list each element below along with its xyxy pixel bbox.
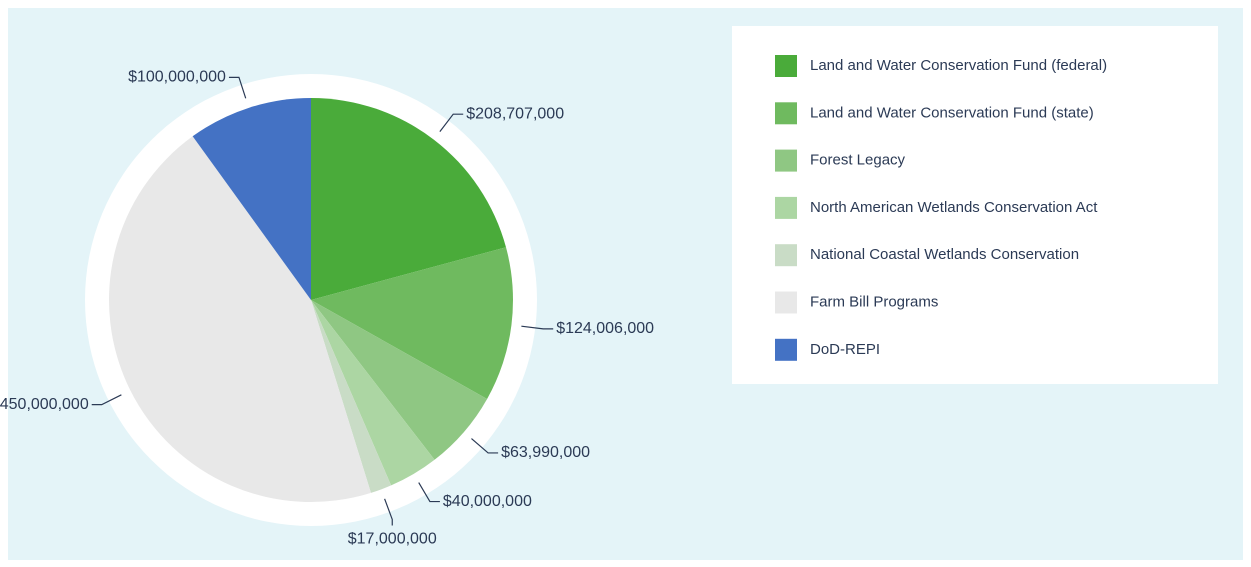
data-label: $124,006,000 [556,320,654,337]
legend-label: Farm Bill Programs [810,293,938,310]
leader-line [521,325,554,330]
pie-slice [311,247,513,399]
data-label: $450,000,000 [0,396,89,413]
pie-slice [192,98,311,300]
legend-swatch [775,291,797,314]
leader-line [418,482,440,503]
data-label: $17,000,000 [348,531,437,548]
data-label: $40,000,000 [443,493,532,510]
legend-swatch [775,149,797,172]
legend-swatch [775,55,797,77]
legend-swatch [775,196,797,219]
legend-box [732,26,1218,384]
legend-swatch [775,102,797,125]
data-label: $100,000,000 [128,69,226,86]
pie-slice [311,300,488,460]
pie-slice [109,136,371,502]
leader-line [228,76,247,99]
leader-line [471,438,499,454]
data-label: $208,707,000 [466,105,564,122]
legend-label: North American Wetlands Conservation Act [810,199,1098,216]
legend-label: Forest Legacy [810,152,906,169]
pie-slice [311,300,435,486]
leader-line [384,498,393,526]
legend-swatch [775,244,797,267]
legend-label: Land and Water Conservation Fund (federa… [810,57,1107,74]
legend-label: DoD-REPI [810,341,880,358]
pie-slice [311,98,506,300]
leader-line [439,113,464,133]
legend-label: Land and Water Conservation Fund (state) [810,104,1094,121]
data-label: $63,990,000 [501,444,590,461]
legend-swatch [775,338,797,361]
legend-label: National Coastal Wetlands Conservation [810,246,1079,263]
leader-line [91,394,122,406]
pie-slice [311,300,392,493]
